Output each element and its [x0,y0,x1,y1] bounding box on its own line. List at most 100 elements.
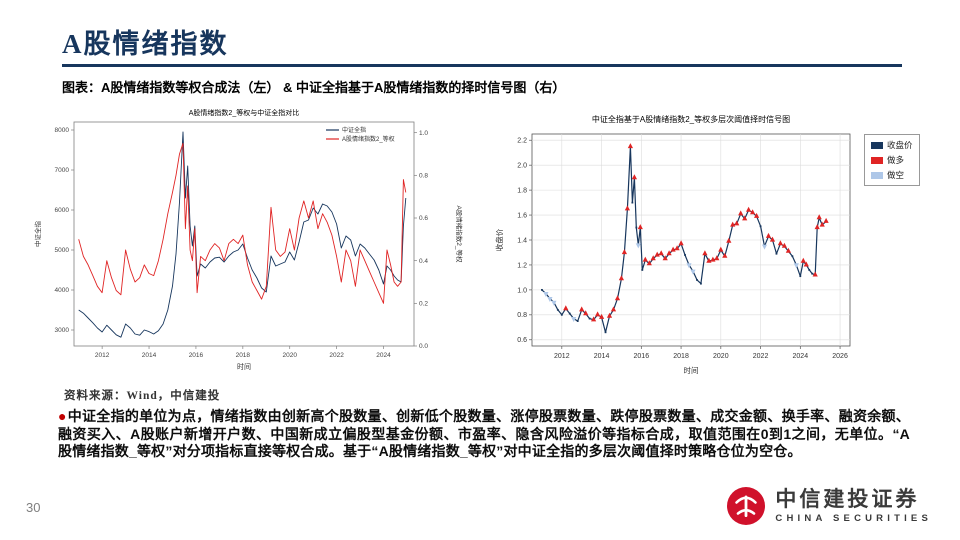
legend-item-long: 做多 [871,154,913,166]
short-signal-marker [635,243,641,249]
company-logo: 中信建投证券 CHINA SECURITIES [726,486,932,526]
long-signal-marker [666,250,672,256]
long-signal-marker [746,206,752,212]
long-signal-marker [678,240,684,246]
long-signal-marker [650,255,656,261]
chart-text: 1.6 [517,212,527,219]
long-signal-marker [722,252,728,258]
chart-text: 2018 [236,352,251,359]
logo-emblem-icon [727,487,766,525]
long-signal-marker [627,143,633,149]
long-signal-marker [730,221,736,227]
chart-text: 8000 [55,127,70,134]
long-signal-marker [803,261,809,267]
legend-label: 做空 [887,170,905,180]
long-signal-marker [742,215,748,221]
figure-caption: 图表：A股情绪指数等权合成法（左） & 中证全指基于A股情绪指数的择时信号图（右… [62,80,566,95]
legend-label: 中证全指 [342,126,366,134]
long-signal-marker [823,217,829,223]
long-signal-marker [579,306,585,312]
chart-text: 2024 [376,352,391,359]
short-signal-marker [547,297,553,302]
chart-text: 2020 [282,352,297,359]
long-signal-marker [606,312,613,318]
chart-text: 2012 [95,352,110,359]
chart-text: 2026 [832,353,848,360]
long-signal-marker [658,250,664,256]
short-signal-marker [686,263,692,269]
long-signal-marker [621,249,627,255]
series-line-left [78,131,407,338]
chart-text: 2012 [554,353,570,360]
short-signal-marker [690,269,696,275]
long-signal-marker [718,246,724,252]
right-chart-svg: 0.6 0.8 1.0 1.2 1.4 1.6 1.8 2.0 2.2 2012 2014 2016 2… [494,114,851,375]
chart-text: 2.0 [517,163,527,170]
long-signal-marker [816,214,822,220]
x-axis-label: 时间 [684,365,699,375]
long-signal-marker [714,255,720,261]
long-signal-marker [583,310,589,316]
long-signal-marker [814,224,820,230]
long-signal-marker [654,251,660,257]
short-signal-swatch [871,171,883,179]
title-divider [62,64,902,67]
chart-text: 1.0 [419,130,428,137]
long-signal-marker [637,224,643,230]
long-signal-marker [706,257,712,263]
long-signal-marker [765,232,772,238]
page-number: 30 [26,500,41,515]
short-signal-marker [793,263,799,269]
series-line-right [78,142,407,304]
long-signal-marker [710,256,716,262]
chart-text: 2022 [753,353,769,360]
legend-item-close: 收盘价 [871,139,913,151]
long-signal-swatch [871,156,883,164]
long-signal-marker [618,275,624,281]
page-title: A股情绪指数 [62,29,229,59]
chart-text: 3000 [55,327,70,334]
y-axis-label: 收盘价 [494,228,504,251]
long-signal-marker [769,236,776,242]
long-signal-marker [781,242,787,248]
long-signal-marker [599,313,605,319]
legend-label: 做多 [887,155,905,165]
chart-text: 2016 [634,353,650,360]
long-signal-marker [750,209,756,215]
long-signal-marker [734,220,740,226]
chart-text: 1.2 [517,262,527,269]
bullet-icon: ● [58,408,67,424]
legend-item-short: 做空 [871,169,913,181]
chart-text: 5000 [55,247,70,254]
logo-name-cn: 中信建投证券 [775,487,920,511]
long-signal-marker [662,255,668,261]
chart-text: 0.6 [517,337,527,344]
long-signal-marker [646,260,652,266]
source-note: 资料来源：Wind，中信建投 [64,390,221,402]
long-signal-marker [674,245,680,251]
long-signal-marker [702,250,708,256]
long-signal-marker [777,240,783,246]
chart-text: 2014 [142,352,157,359]
logo-name-en: CHINA SECURITIES [775,513,932,525]
chart-text: 4000 [55,287,70,294]
long-signal-marker [738,210,744,216]
long-signal-marker [595,311,601,317]
chart-text: 2018 [673,353,689,360]
chart-text: 2016 [189,352,204,359]
left-chart-figure: A股情绪指数2_等权与中证全指对比 3000 4000 5000 6000 7000 800… [28,102,464,380]
close-price-swatch [871,141,883,149]
right-chart-figure: 0.6 0.8 1.0 1.2 1.4 1.6 1.8 2.0 2.2 2012 2014 2016 2… [492,110,860,382]
chart-title: 中证全指基于A股情绪指数2_等权多层次阈值择时信号图 [592,114,790,124]
long-signal-marker [812,271,818,277]
legend-label: 收盘价 [887,140,913,150]
body-paragraph: ●中证全指的单位为点，情绪指数由创新高个股数量、创新低个股数量、涨停股票数量、跌… [58,408,910,461]
chart-text: 0.8 [419,173,428,180]
chart-text: 0.4 [419,258,428,265]
chart-text: 1.8 [517,188,527,195]
short-signal-marker [761,244,768,250]
chart-text: 0.8 [517,312,527,319]
short-signal-marker [543,292,549,297]
body-text: 中证全指的单位为点，情绪指数由创新高个股数量、创新低个股数量、涨停股票数量、跌停… [58,408,911,460]
